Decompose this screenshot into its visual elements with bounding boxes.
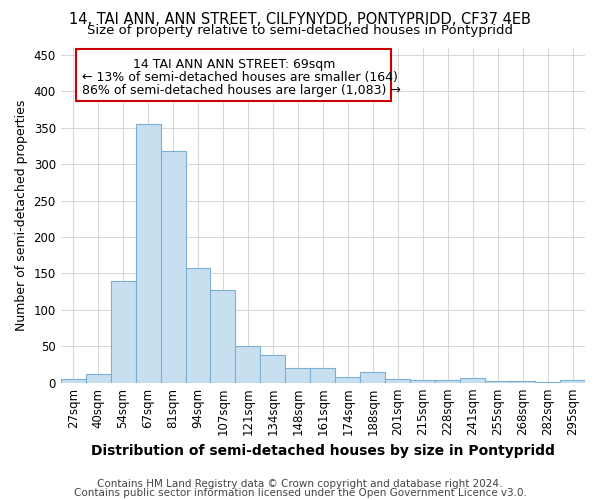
Bar bbox=[385, 379, 410, 382]
Bar bbox=[410, 380, 435, 382]
Bar bbox=[260, 355, 286, 382]
Bar bbox=[360, 372, 385, 382]
Y-axis label: Number of semi-detached properties: Number of semi-detached properties bbox=[15, 100, 28, 331]
Bar bbox=[560, 380, 585, 382]
Bar bbox=[211, 290, 235, 382]
Text: 86% of semi-detached houses are larger (1,083) →: 86% of semi-detached houses are larger (… bbox=[82, 84, 401, 98]
X-axis label: Distribution of semi-detached houses by size in Pontypridd: Distribution of semi-detached houses by … bbox=[91, 444, 555, 458]
Bar bbox=[286, 368, 310, 382]
Bar bbox=[136, 124, 161, 382]
Bar bbox=[335, 377, 360, 382]
FancyBboxPatch shape bbox=[76, 49, 391, 101]
Text: Contains HM Land Registry data © Crown copyright and database right 2024.: Contains HM Land Registry data © Crown c… bbox=[97, 479, 503, 489]
Text: Size of property relative to semi-detached houses in Pontypridd: Size of property relative to semi-detach… bbox=[87, 24, 513, 37]
Text: 14 TAI ANN ANN STREET: 69sqm: 14 TAI ANN ANN STREET: 69sqm bbox=[133, 58, 335, 70]
Bar bbox=[460, 378, 485, 382]
Text: Contains public sector information licensed under the Open Government Licence v3: Contains public sector information licen… bbox=[74, 488, 526, 498]
Bar bbox=[485, 381, 510, 382]
Bar bbox=[235, 346, 260, 383]
Bar bbox=[510, 381, 535, 382]
Text: 14, TAI ANN, ANN STREET, CILFYNYDD, PONTYPRIDD, CF37 4EB: 14, TAI ANN, ANN STREET, CILFYNYDD, PONT… bbox=[69, 12, 531, 28]
Bar bbox=[61, 379, 86, 382]
Bar bbox=[310, 368, 335, 382]
Bar bbox=[86, 374, 110, 382]
Bar bbox=[161, 151, 185, 382]
Bar bbox=[110, 280, 136, 382]
Bar bbox=[435, 380, 460, 382]
Text: ← 13% of semi-detached houses are smaller (164): ← 13% of semi-detached houses are smalle… bbox=[82, 71, 398, 84]
Bar bbox=[185, 268, 211, 382]
